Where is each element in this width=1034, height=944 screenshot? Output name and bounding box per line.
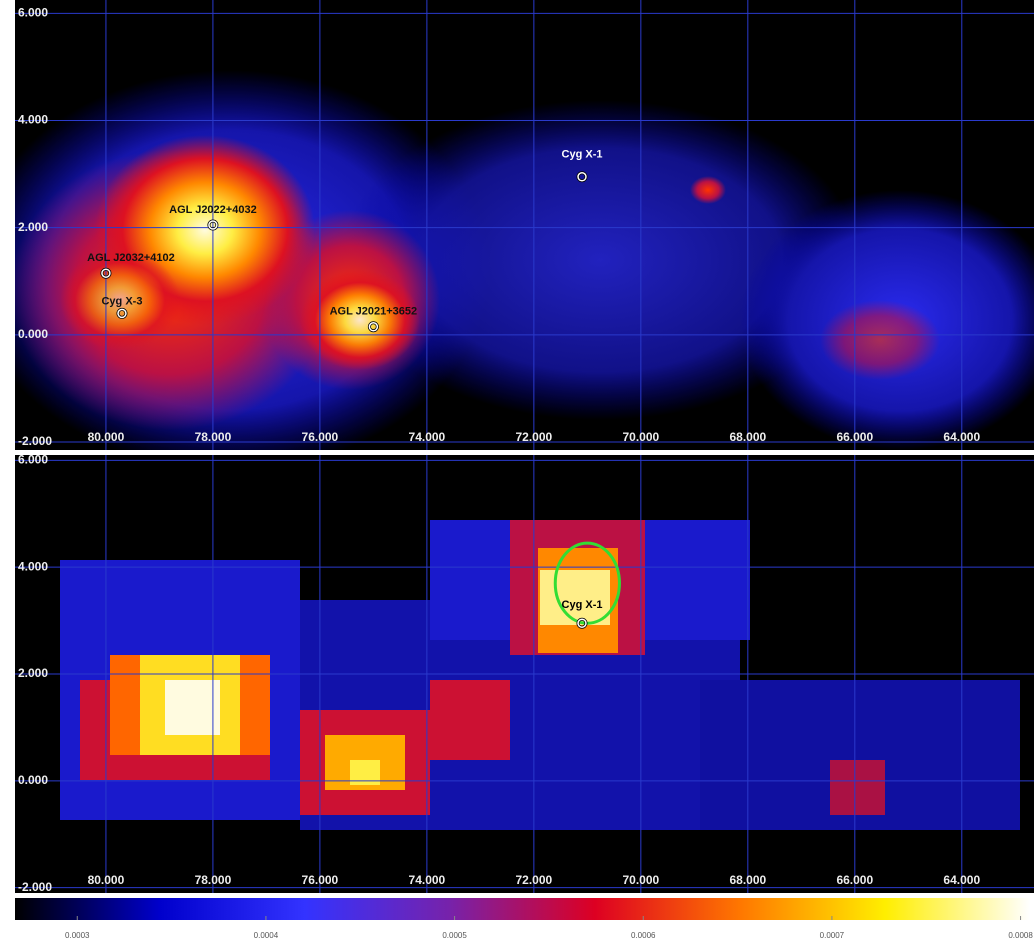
source-marker-ring	[117, 308, 127, 319]
source-marker-ring	[101, 268, 111, 278]
intensity-bottom	[60, 520, 1020, 830]
x-tick-label: 76.000	[302, 430, 339, 444]
x-tick-label: 72.000	[516, 873, 553, 887]
x-tick-label: 80.000	[88, 873, 125, 887]
y-tick-label: 2.000	[18, 220, 48, 234]
colorbar-tick-label: 0.0005	[442, 931, 467, 940]
y-tick-label: 6.000	[18, 453, 48, 467]
y-tick-label: 2.000	[18, 666, 48, 680]
y-tick-label: 0.000	[18, 773, 48, 787]
source-label: Cyg X-3	[101, 295, 142, 307]
source-marker-ring	[577, 618, 587, 629]
source-marker-ring	[368, 322, 379, 332]
x-tick-label: 64.000	[943, 430, 980, 444]
x-tick-label: 78.000	[195, 873, 232, 887]
x-tick-label: 74.000	[409, 873, 446, 887]
colorbar-tick-label: 0.0004	[254, 931, 279, 940]
source-label: Cyg X-1	[562, 149, 603, 161]
intensity-top	[15, 70, 1034, 450]
y-tick-label: 0.000	[18, 327, 48, 341]
source-label: AGL J2021+3652	[330, 306, 418, 318]
colorbar-tick-label: 0.0006	[631, 931, 656, 940]
y-tick-label: 4.000	[18, 559, 48, 573]
colorbar	[15, 898, 1030, 920]
source-label: AGL J2032+4102	[87, 252, 175, 264]
y-tick-label: -2.000	[18, 434, 52, 448]
source-marker-ring	[208, 220, 218, 230]
x-tick-label: 66.000	[836, 430, 873, 444]
y-tick-label: 6.000	[18, 6, 48, 20]
x-tick-label: 70.000	[622, 430, 659, 444]
x-tick-label: 76.000	[302, 873, 339, 887]
x-tick-label: 70.000	[622, 873, 659, 887]
x-tick-label: 80.000	[88, 430, 125, 444]
colorbar-tick-label: 0.0008	[1008, 931, 1033, 940]
colorbar-tick-label: 0.0003	[65, 931, 90, 940]
x-tick-label: 68.000	[729, 430, 766, 444]
x-tick-label: 66.000	[836, 873, 873, 887]
source-marker-ring	[577, 172, 587, 182]
x-tick-label: 74.000	[409, 430, 446, 444]
source-label: Cyg X-1	[562, 599, 603, 611]
source-label: AGL J2022+4032	[169, 204, 257, 216]
x-tick-label: 68.000	[729, 873, 766, 887]
y-tick-label: 4.000	[18, 113, 48, 127]
x-tick-label: 78.000	[195, 430, 232, 444]
x-tick-label: 64.000	[943, 873, 980, 887]
x-tick-label: 72.000	[516, 430, 553, 444]
colorbar-tick-label: 0.0007	[820, 931, 845, 940]
y-tick-label: -2.000	[18, 880, 52, 894]
